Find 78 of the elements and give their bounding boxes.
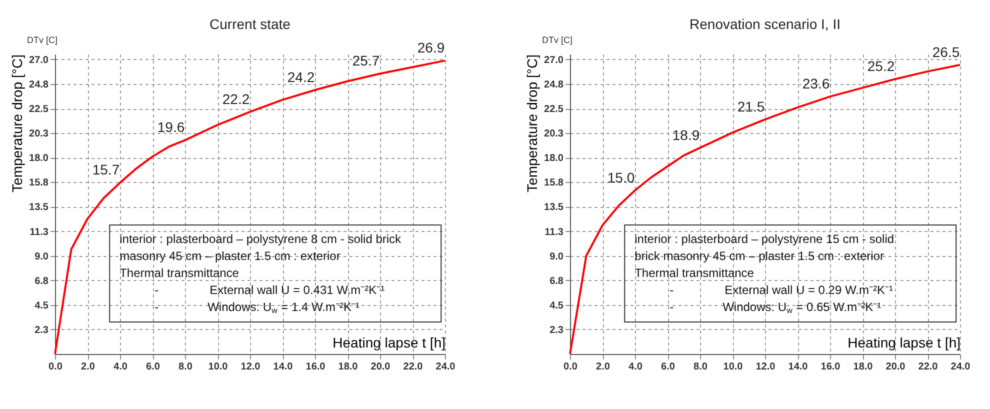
x-axis-title: Heating lapse t [h]: [848, 334, 960, 350]
data-label: 22.2: [222, 90, 250, 107]
x-tick-label: 2.0: [596, 362, 610, 372]
x-tick-label: 22.0: [403, 362, 424, 372]
data-label: 15.0: [607, 169, 635, 186]
x-tick-label: 4.0: [628, 362, 643, 372]
annotation: masonry 45 cm – plaster 1.5 cm : exterior: [120, 249, 340, 263]
x-tick-label: 10.0: [723, 362, 744, 372]
y-tick-label: 24.8: [544, 80, 564, 90]
x-tick-label: 12.0: [756, 362, 776, 372]
x-tick-label: 6.0: [661, 362, 676, 372]
y-tick-label: 20.3: [29, 128, 49, 140]
y-tick-label: 18.0: [29, 153, 49, 164]
data-label: 24.2: [287, 69, 315, 85]
text: DTv [C]: [27, 35, 58, 45]
x-tick-label: 0.0: [48, 362, 63, 372]
x-tick-label: 4.0: [114, 362, 128, 372]
y-tick-label: 9.0: [34, 251, 49, 262]
data-label: 25.2: [867, 58, 895, 74]
y-axis-title: Temperature drop [°C]: [524, 54, 540, 192]
y-tick-label: 11.3: [30, 226, 49, 238]
x-tick-label: 8.0: [178, 362, 193, 372]
y-tick-label: 2.3: [550, 324, 564, 336]
annotation: Thermal transmittance: [634, 266, 754, 280]
x-tick-label: 6.0: [146, 362, 160, 372]
text: DTv [C]: [542, 35, 572, 45]
data-label: 26.5: [932, 44, 960, 60]
annotation: brick masonry 45 cm – plaster 1.5 cm : exterior: [634, 249, 884, 263]
y-tick-label: 27.0: [29, 54, 49, 66]
data-label: 23.6: [802, 76, 830, 92]
y-tick-label: 4.5: [550, 300, 564, 312]
y-tick-label: 2.3: [34, 324, 49, 336]
y-tick-label: 13.5: [29, 202, 49, 214]
x-tick-label: 20.0: [370, 362, 391, 372]
annotation: interior : plasterboard – polystyrene 15 cm - solid: [634, 232, 894, 246]
text: - External wall U = 0.29 W.m⁻²K⁻¹: [670, 283, 893, 297]
chart-title: Renovation scenario I, II: [690, 16, 840, 32]
y-tick-label: 15.8: [29, 178, 49, 189]
data-label: 18.9: [672, 126, 700, 143]
chart-title: Current state: [210, 16, 291, 32]
text: - External wall U = 0.431 W.m⁻²K⁻¹: [154, 283, 385, 297]
data-label: 26.9: [417, 40, 445, 56]
y-tick-label: 11.3: [544, 226, 564, 238]
x-tick-label: 12.0: [240, 362, 261, 372]
y-tick-label: 24.8: [29, 80, 49, 90]
y-tick-label: 4.5: [34, 300, 49, 312]
x-tick-label: 18.0: [853, 362, 874, 372]
y-axis-title: Temperature drop [°C]: [9, 54, 26, 192]
annotation: interior : plasterboard – polystyrene 8 cm - solid brick: [120, 232, 402, 246]
y-tick-label: 13.5: [544, 202, 564, 214]
data-label: 25.7: [352, 52, 380, 69]
y-tick-label: 22.5: [29, 104, 49, 116]
x-tick-label: 0.0: [564, 362, 578, 372]
y-tick-label: 27.0: [544, 54, 564, 66]
data-label: 19.6: [157, 119, 185, 136]
x-tick-label: 18.0: [338, 362, 358, 372]
y-tick-label: 18.0: [544, 153, 564, 164]
x-tick-label: 14.0: [788, 362, 808, 372]
x-tick-label: 24.0: [950, 362, 971, 372]
x-tick-label: 8.0: [694, 362, 708, 372]
x-tick-label: 16.0: [306, 362, 326, 372]
x-tick-label: 10.0: [208, 362, 228, 372]
y-tick-label: 22.5: [544, 104, 564, 116]
annotation: Thermal transmittance: [120, 266, 240, 280]
y-tick-label: 9.0: [550, 251, 564, 262]
x-tick-label: 14.0: [273, 362, 294, 372]
y-tick-label: 20.3: [544, 128, 564, 140]
data-label: 21.5: [737, 98, 765, 114]
y-tick-label: 15.8: [544, 178, 564, 189]
x-tick-label: 22.0: [918, 362, 938, 372]
y-tick-label: 6.8: [550, 276, 564, 287]
data-label: 15.7: [92, 162, 120, 178]
x-tick-label: 24.0: [436, 362, 456, 372]
x-tick-label: 2.0: [81, 362, 96, 372]
x-tick-label: 16.0: [820, 362, 841, 372]
x-axis-title: Heating lapse t [h]: [332, 334, 446, 350]
x-tick-label: 20.0: [886, 362, 906, 372]
y-tick-label: 6.8: [34, 276, 49, 287]
